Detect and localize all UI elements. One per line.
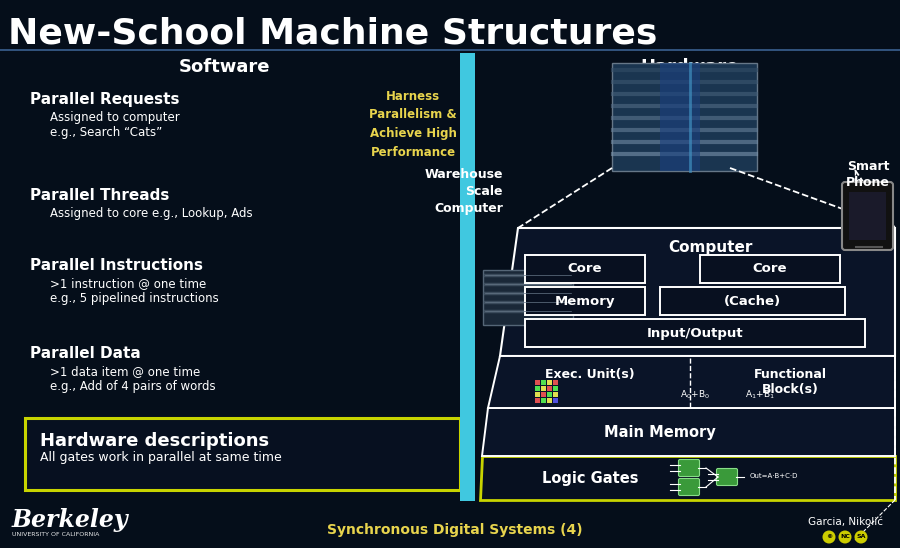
Text: SA: SA [856, 534, 866, 539]
Bar [25, 418, 460, 490]
Text: Hardware: Hardware [641, 58, 739, 76]
Circle shape [854, 530, 868, 544]
Text: e.g., 5 pipelined instructions: e.g., 5 pipelined instructions [50, 292, 219, 305]
Polygon shape [482, 408, 895, 456]
Bar [541, 398, 546, 403]
Bar [541, 386, 546, 391]
Text: NC: NC [840, 534, 850, 539]
Text: e.g., Add of 4 pairs of words: e.g., Add of 4 pairs of words [50, 380, 216, 393]
Text: New-School Machine Structures: New-School Machine Structures [8, 17, 657, 51]
FancyBboxPatch shape [842, 182, 893, 250]
Polygon shape [480, 456, 895, 500]
Bar [547, 392, 552, 397]
Bar [553, 398, 558, 403]
Text: Warehouse
Scale
Computer: Warehouse Scale Computer [425, 168, 503, 215]
Polygon shape [500, 228, 895, 356]
Text: ©: © [826, 534, 832, 539]
Bar [541, 392, 546, 397]
Text: Core: Core [568, 262, 602, 276]
Text: Main Memory: Main Memory [604, 425, 716, 439]
Text: Assigned to core e.g., Lookup, Ads: Assigned to core e.g., Lookup, Ads [50, 207, 253, 220]
Bar [525, 319, 865, 347]
Text: Harness
Parallelism &
Achieve High
Performance: Harness Parallelism & Achieve High Perfo… [369, 90, 457, 158]
FancyBboxPatch shape [679, 478, 699, 495]
Text: Software: Software [179, 58, 271, 76]
Bar [535, 386, 540, 391]
Text: e.g., Search “Cats”: e.g., Search “Cats” [50, 126, 162, 139]
Bar [460, 53, 475, 501]
Bar [535, 398, 540, 403]
Bar [849, 192, 886, 240]
Bar [535, 392, 540, 397]
Text: Functional
Block(s): Functional Block(s) [753, 368, 826, 396]
Bar [700, 255, 840, 283]
Text: Core: Core [752, 262, 788, 276]
Text: Smart
Phone: Smart Phone [846, 160, 890, 189]
Text: Exec. Unit(s): Exec. Unit(s) [545, 368, 634, 381]
FancyBboxPatch shape [716, 469, 737, 486]
Circle shape [839, 530, 851, 544]
Text: >1 instruction @ one time: >1 instruction @ one time [50, 277, 206, 290]
Text: UNIVERSITY OF CALIFORNIA: UNIVERSITY OF CALIFORNIA [12, 533, 99, 538]
Text: Garcia, Nikolić: Garcia, Nikolić [807, 517, 883, 527]
Text: Computer: Computer [668, 240, 752, 255]
Polygon shape [488, 356, 895, 408]
Bar [553, 380, 558, 385]
Bar [535, 380, 540, 385]
Text: Parallel Requests: Parallel Requests [30, 92, 179, 107]
Text: Parallel Instructions: Parallel Instructions [30, 258, 203, 273]
Bar [541, 380, 546, 385]
Text: A$_1$+B$_1$: A$_1$+B$_1$ [745, 389, 775, 401]
Bar [483, 270, 573, 325]
Bar [525, 255, 645, 283]
Text: All gates work in parallel at same time: All gates work in parallel at same time [40, 451, 282, 464]
Circle shape [823, 530, 835, 544]
Bar [547, 398, 552, 403]
Text: Synchronous Digital Systems (4): Synchronous Digital Systems (4) [328, 523, 583, 537]
Text: Hardware descriptions: Hardware descriptions [40, 432, 269, 450]
Text: A$_0$+B$_0$: A$_0$+B$_0$ [680, 389, 710, 401]
Text: Berkeley: Berkeley [12, 508, 129, 532]
Bar [660, 287, 845, 315]
Text: Assigned to computer: Assigned to computer [50, 111, 180, 124]
Text: Input/Output: Input/Output [647, 327, 743, 340]
FancyBboxPatch shape [679, 460, 699, 477]
Bar [553, 392, 558, 397]
Text: (Cache): (Cache) [724, 294, 780, 307]
Text: Memory: Memory [554, 294, 616, 307]
Text: Parallel Data: Parallel Data [30, 346, 140, 361]
Bar [553, 386, 558, 391]
Bar [547, 386, 552, 391]
Text: Logic Gates: Logic Gates [542, 471, 638, 486]
Bar [547, 380, 552, 385]
Text: Out=A·B+C·D: Out=A·B+C·D [750, 473, 798, 479]
Text: Parallel Threads: Parallel Threads [30, 188, 169, 203]
Bar [612, 63, 757, 171]
Bar [525, 287, 645, 315]
Bar [660, 63, 700, 171]
Text: >1 data item @ one time: >1 data item @ one time [50, 365, 200, 378]
